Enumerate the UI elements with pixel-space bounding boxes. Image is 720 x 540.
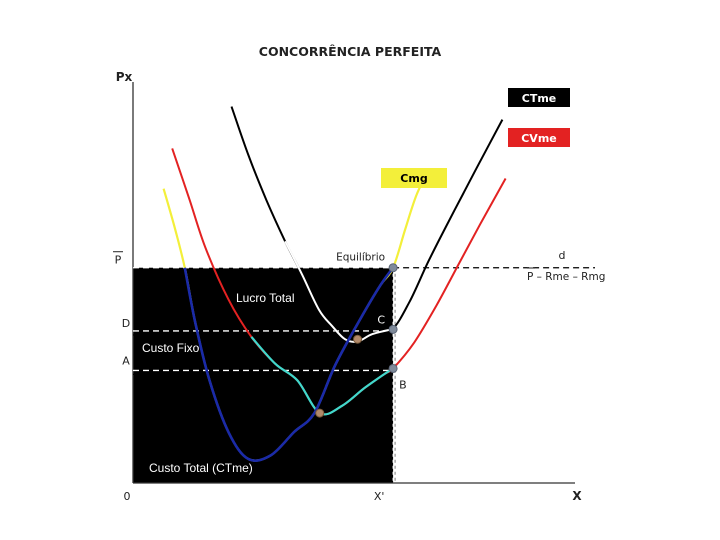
y-tick-label-d: D xyxy=(122,317,130,330)
ctme-curve-inner xyxy=(284,240,393,343)
total-cost-area xyxy=(133,267,394,483)
chart-title: CONCORRÊNCIA PERFEITA xyxy=(259,44,442,59)
legend-cvme-label: CVme xyxy=(521,132,557,145)
custo-fixo-label: Custo Fixo xyxy=(142,341,200,355)
point-c xyxy=(388,324,398,334)
y-axis-label: Px xyxy=(116,70,133,84)
equilibrium-label: Equilíbrio xyxy=(336,252,385,264)
point-b-label: B xyxy=(399,378,407,391)
custo-total-label: Custo Total (CTme) xyxy=(149,461,253,475)
cvme-min-point xyxy=(315,408,325,418)
legend-cmg-label: Cmg xyxy=(400,172,427,185)
legend-cmg-box xyxy=(381,168,447,188)
legend-ctme-label: CTme xyxy=(522,92,557,105)
demand-label: d xyxy=(559,249,566,262)
x-tick-label-xprime: X' xyxy=(374,490,385,503)
point-c-label: C xyxy=(377,313,385,326)
lucro-total-label: Lucro Total xyxy=(236,291,294,305)
legend-ctme-box xyxy=(508,88,570,107)
legend-cvme-box xyxy=(508,128,570,147)
equilibrium-point xyxy=(388,263,398,273)
y-tick-label-a: A xyxy=(122,354,130,367)
cmg-curve-inner xyxy=(183,266,395,462)
demand-sublabel: P – Rme – Rmg xyxy=(527,271,605,283)
ctme-min-point xyxy=(353,334,363,344)
point-b xyxy=(388,363,398,373)
cvme-curve-inner xyxy=(250,336,394,416)
origin-label: 0 xyxy=(124,490,131,503)
x-axis-label: X xyxy=(572,489,582,503)
y-tick-label-p: P xyxy=(115,254,122,267)
